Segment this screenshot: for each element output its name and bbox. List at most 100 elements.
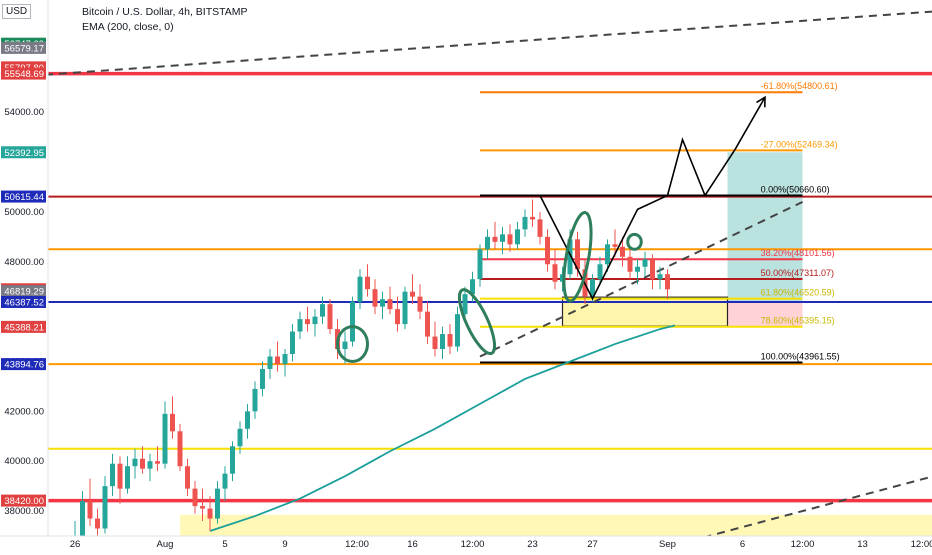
candle-body xyxy=(575,239,580,270)
time-tick-label: 13 xyxy=(857,539,868,550)
price-label-tag xyxy=(1,41,46,54)
candle-body xyxy=(597,264,603,280)
time-tick-label: 6 xyxy=(740,539,745,550)
fib-label: 78.60%(45395.15) xyxy=(761,316,835,326)
time-axis[interactable]: 26 Aug 5 9 12:00 16 12:00 23 27 Sep 6 12:00 13 12:00 xyxy=(0,535,932,550)
fib-label: 100.00%(43961.55) xyxy=(761,351,840,361)
time-tick-label: 5 xyxy=(222,539,227,550)
candle-body xyxy=(567,239,573,275)
candle-body xyxy=(650,259,655,280)
candle-body xyxy=(432,336,438,350)
candle-body xyxy=(395,309,400,325)
trend-line xyxy=(479,201,803,358)
candle-body xyxy=(455,314,460,347)
candle-body xyxy=(140,458,145,469)
candle-body xyxy=(275,356,280,364)
fib-label: -27.00%(52469.34) xyxy=(761,139,838,149)
candle-body xyxy=(612,244,618,247)
price-label-tag xyxy=(1,67,46,80)
candle-body xyxy=(305,319,310,325)
highlight-ellipse xyxy=(562,211,593,303)
candle-body xyxy=(485,236,490,250)
time-tick-label: Aug xyxy=(157,539,174,550)
candles-layer xyxy=(72,199,670,555)
fib-label: 61.80%(46520.59) xyxy=(761,288,835,298)
candle-body xyxy=(267,356,273,369)
candle-body xyxy=(665,274,670,290)
price-tick-label: 50000.00 xyxy=(4,207,44,218)
currency-button[interactable]: USD xyxy=(2,4,32,19)
trendlines-layer xyxy=(44,10,932,542)
price-label-text: 46387.52 xyxy=(4,297,44,308)
annotations-layer xyxy=(336,95,766,363)
candle-body xyxy=(245,411,250,429)
price-axis[interactable]: 38000.0040000.0042000.0044000.0048000.00… xyxy=(0,0,49,550)
time-tick-label: 16 xyxy=(407,539,418,550)
projection-arrowhead xyxy=(756,95,766,108)
candle-body xyxy=(222,473,228,489)
time-tick-label: 9 xyxy=(282,539,287,550)
candle-body xyxy=(117,463,123,489)
price-label-text: 50615.44 xyxy=(4,192,44,203)
fib-layer: -61.80%(54800.61) -27.00%(52469.34) 0.00%(… xyxy=(480,81,840,364)
candle-body xyxy=(170,413,175,432)
indicator-legend[interactable]: EMA (200, close, 0) xyxy=(82,21,174,33)
candle-body xyxy=(162,413,168,464)
candle-body xyxy=(357,276,363,302)
candle-body xyxy=(635,266,640,272)
candle-body xyxy=(590,279,595,297)
candle-body xyxy=(297,319,303,332)
candle-body xyxy=(627,256,633,272)
candle-body xyxy=(530,216,535,220)
candle-body xyxy=(95,518,100,529)
price-label-text: 52392.95 xyxy=(4,148,44,159)
price-label-text: 43894.76 xyxy=(4,360,44,371)
candle-body xyxy=(237,428,243,447)
candle-body xyxy=(350,301,355,342)
candle-body xyxy=(320,304,325,317)
time-tick-label: 12:00 xyxy=(345,539,369,550)
fib-label: 38.20%(48101.56) xyxy=(761,248,835,258)
time-tick-label: 26 xyxy=(70,539,81,550)
highlight-ellipse xyxy=(457,288,497,356)
candle-body xyxy=(260,368,265,389)
candle-body xyxy=(372,289,378,307)
position-stop-zone xyxy=(727,301,803,327)
ema-200-line xyxy=(209,324,676,532)
highlight-ellipse xyxy=(626,232,643,251)
symbol-title[interactable]: Bitcoin / U.S. Dollar, 4h, BITSTAMP xyxy=(82,6,248,18)
candle-body xyxy=(500,234,505,242)
candle-body xyxy=(147,461,153,469)
candle-body xyxy=(125,466,130,489)
candle-body xyxy=(207,508,213,519)
price-tick-label: 40000.00 xyxy=(4,456,44,467)
candle-body xyxy=(155,461,160,464)
candle-body xyxy=(365,276,370,290)
candle-body xyxy=(387,299,393,310)
fib-label: 50.00%(47311.07) xyxy=(761,268,834,278)
candle-body xyxy=(620,246,625,257)
candle-body xyxy=(87,501,93,519)
price-label-text: 56579.17 xyxy=(4,43,44,54)
candle-body xyxy=(470,279,475,295)
time-tick-label: 12:00 xyxy=(461,539,485,550)
candle-body xyxy=(342,341,348,350)
trend-line xyxy=(44,10,932,76)
price-label-text: 55548.69 xyxy=(4,69,44,80)
candle-body xyxy=(522,216,528,230)
candle-body xyxy=(80,501,85,536)
candle-body xyxy=(102,486,108,529)
candle-body xyxy=(327,304,333,330)
price-label-text: 46819.29 xyxy=(4,287,44,298)
time-tick-label: 12:00 xyxy=(791,539,815,550)
candle-body xyxy=(462,294,468,315)
candle-body xyxy=(537,219,543,237)
projection-path xyxy=(539,96,766,301)
time-tick-label: Sep xyxy=(659,539,676,550)
candle-body xyxy=(252,388,258,412)
candle-body xyxy=(410,291,415,297)
candle-body xyxy=(200,506,205,509)
price-tick-label: 48000.00 xyxy=(4,257,44,268)
